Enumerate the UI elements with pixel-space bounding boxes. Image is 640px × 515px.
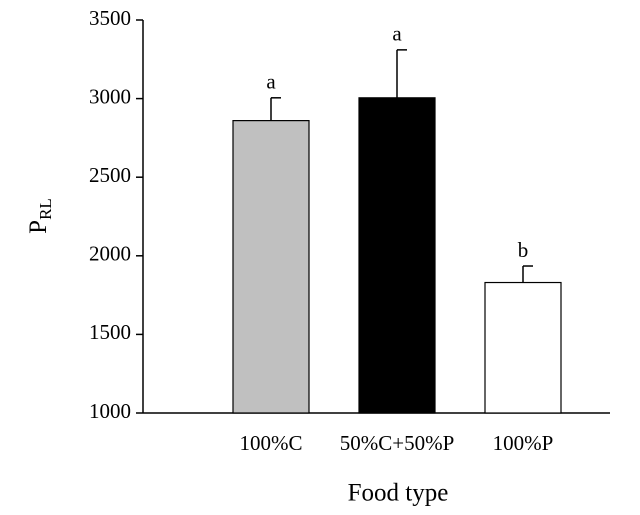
- annotation: a: [392, 22, 402, 46]
- x-tick-label: 50%C+50%P: [340, 431, 455, 455]
- y-axis-label-group: PRL: [25, 198, 55, 234]
- y-tick-label: 1500: [89, 320, 131, 344]
- bar: [358, 97, 436, 414]
- y-axis-label: PRL: [25, 198, 55, 234]
- y-tick-label: 2500: [89, 163, 131, 187]
- bar: [484, 281, 562, 414]
- x-tick-label: 100%P: [493, 431, 554, 455]
- annotation: b: [518, 238, 529, 262]
- y-axis-label-subscript: RL: [36, 198, 55, 220]
- x-tick-label: 100%C: [240, 431, 303, 455]
- annotation: a: [266, 70, 276, 94]
- y-tick-label: 2000: [89, 242, 131, 266]
- y-tick-label: 3000: [89, 84, 131, 108]
- x-axis-label: Food type: [348, 480, 449, 507]
- y-tick-label: 3500: [89, 6, 131, 30]
- bar: [232, 120, 310, 414]
- y-tick-label: 1000: [89, 399, 131, 423]
- y-axis-label-main: P: [25, 220, 52, 234]
